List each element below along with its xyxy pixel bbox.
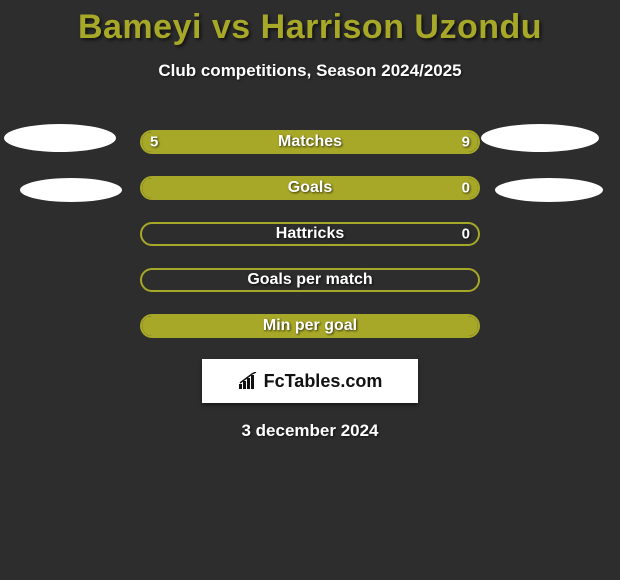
metric-right-value: 9 (462, 134, 470, 151)
bar-track: Goals per match (140, 268, 480, 292)
brand-text: FcTables.com (264, 371, 383, 392)
metric-row: Min per goal (0, 303, 620, 349)
metric-row: Goals per match (0, 257, 620, 303)
date-label: 3 december 2024 (0, 421, 620, 441)
subtitle: Club competitions, Season 2024/2025 (0, 61, 620, 81)
metric-row: Goals 0 (0, 165, 620, 211)
metric-row: 5 Matches 9 (0, 119, 620, 165)
bar-track: Goals 0 (140, 176, 480, 200)
brand-label: FcTables.com (238, 371, 383, 392)
metric-label: Goals per match (247, 271, 372, 289)
chart-icon (238, 372, 260, 390)
metric-right-value: 0 (462, 180, 470, 197)
bar-track: Min per goal (140, 314, 480, 338)
brand-card: FcTables.com (202, 359, 418, 403)
bar-track: 5 Matches 9 (140, 130, 480, 154)
metric-label: Hattricks (276, 225, 344, 243)
metric-label: Min per goal (263, 317, 357, 335)
metric-row: Hattricks 0 (0, 211, 620, 257)
metric-label: Goals (288, 179, 332, 197)
metric-right-value: 0 (462, 226, 470, 243)
page-title: Bameyi vs Harrison Uzondu (0, 0, 620, 47)
comparison-chart: 5 Matches 9 Goals 0 Hattricks 0 Goals pe… (0, 119, 620, 349)
bar-track: Hattricks 0 (140, 222, 480, 246)
metric-label: Matches (278, 133, 342, 151)
metric-left-value: 5 (150, 134, 158, 151)
bar-left-fill (142, 132, 263, 152)
